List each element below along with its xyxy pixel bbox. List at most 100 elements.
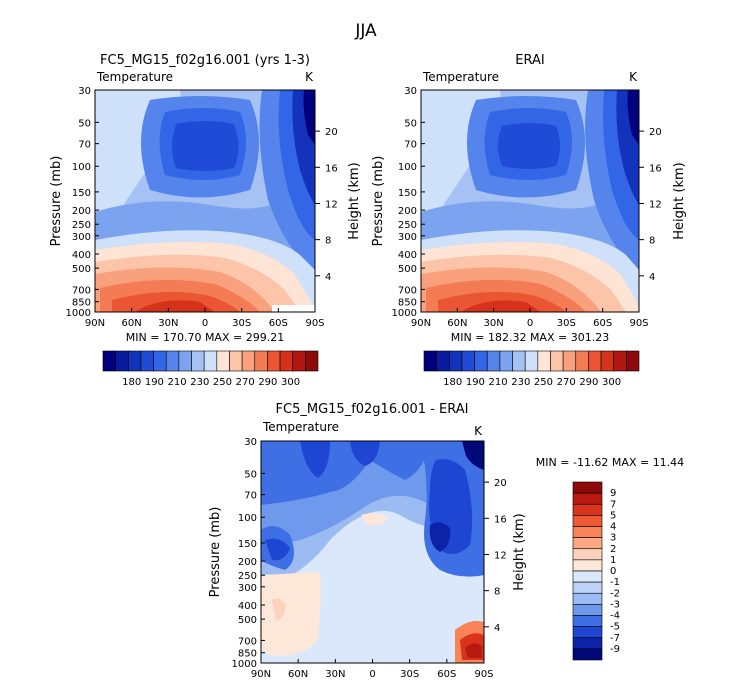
y-tick-label: 700 [398,285,417,296]
fill-level-minus5-np [265,538,290,561]
panel-variable-label: Temperature [262,420,339,434]
y2-tick-label: 8 [325,236,331,247]
colorbar-swatch [191,350,205,372]
y-tick-label: 700 [238,636,257,647]
y2-tick-label: 16 [325,163,338,174]
colorbar-swatch [600,350,615,372]
y2-tick-label: 20 [649,127,662,138]
colorbar-label: 5 [610,510,616,521]
y-tick-label: 250 [72,220,91,231]
colorbar-label: -7 [610,633,620,644]
colorbar-label: 9 [610,488,616,499]
colorbar-label: 190 [466,377,485,388]
y-tick-label: 200 [238,557,257,568]
y-tick-label: 1000 [66,308,91,319]
colorbar-label: 210 [168,377,187,388]
y-tick-label: 70 [244,491,257,502]
fill-level-dark-red [135,300,215,312]
min-max-label: MIN = 170.70 MAX = 299.21 [126,331,284,344]
y-tick-label: 50 [78,118,91,129]
y-tick-label: 100 [398,162,417,173]
colorbar-label: 270 [236,377,255,388]
panel-variable-label: Temperature [422,70,499,84]
colorbar-label: 230 [190,377,209,388]
y-tick-label: 50 [404,118,417,129]
y2-axis-label: Height (km) [512,513,527,590]
y-tick-label: 250 [398,220,417,231]
colorbar-swatch [153,350,167,372]
y-tick-label: 150 [72,188,91,199]
fill-level-minus7-sp [429,522,451,552]
colorbar-swatch [254,350,268,372]
x-tick-label: 90S [629,318,648,329]
y2-tick-label: 16 [649,163,662,174]
colorbar-swatch [572,570,603,583]
fill-level-dark-red [461,300,541,312]
panel-model: FC5_MG15_f02g16.001 (yrs 1-3) Temperatur… [49,53,362,388]
y-tick-label: 1000 [232,659,257,670]
colorbar-label: 3 [610,533,616,544]
y2-axis-label: Height (km) [347,162,362,239]
colorbar-swatch [572,626,603,639]
x-tick-label: 60N [288,669,308,680]
colorbar-swatch [127,350,142,372]
colorbar-swatch [572,592,603,605]
y2-tick-label: 20 [494,478,507,489]
y-tick-label: 700 [72,285,91,296]
colorbar-swatch [588,350,602,372]
x-tick-label: 60S [593,318,612,329]
colorbar-swatch [499,350,513,372]
colorbar-swatch [537,350,551,372]
x-tick-label: 60N [447,318,467,329]
colorbar-swatch [524,350,539,372]
panel-variable-label: Temperature [96,70,173,84]
colorbar-model: 180 190 210 230 250 270 290 300 [102,350,319,388]
x-tick-label: 0 [527,318,533,329]
colorbar-label: -9 [610,644,620,655]
y-tick-label: 30 [78,86,91,97]
y-tick-label: 1000 [392,308,417,319]
y2-tick-label: 4 [494,623,500,634]
y2-tick-label: 20 [325,127,338,138]
y-tick-label: 300 [398,232,417,243]
y2-tick-label: 8 [649,236,655,247]
x-tick-label: 60S [269,318,288,329]
colorbar-swatch [486,350,501,372]
y-tick-label: 850 [238,649,257,660]
colorbar-swatch [512,350,526,372]
y-tick-label: 200 [72,206,91,217]
colorbar-swatch [572,559,603,572]
colorbar-label: 180 [443,377,462,388]
colorbar-label: 7 [610,499,616,510]
colorbar-swatch [613,350,627,372]
min-max-label: MIN = 182.32 MAX = 301.23 [451,331,609,344]
colorbar-swatch [572,503,603,516]
colorbar-swatch [279,350,294,372]
colorbar-label: 1 [610,555,616,566]
colorbar-swatch [572,548,603,561]
colorbar-swatch [572,604,603,616]
y2-axis-label: Height (km) [672,162,687,239]
y2-tick-label: 12 [494,550,507,561]
colorbar-label: -4 [610,611,620,622]
colorbar-label: 210 [489,377,508,388]
colorbar-swatch [216,350,230,372]
colorbar-label: 290 [258,377,277,388]
y2-tick-label: 8 [494,587,500,598]
colorbar-swatch [626,350,640,372]
colorbar-swatch [448,350,463,372]
fill-level-plus1-np [272,598,286,620]
x-tick-label: 90N [85,318,105,329]
y-tick-label: 70 [78,140,91,151]
x-tick-label: 30S [557,318,576,329]
x-tick-label: 30N [484,318,504,329]
colorbar-label: 2 [610,544,616,555]
x-tick-label: 90N [411,318,431,329]
y-tick-label: 500 [72,264,91,275]
panel-title: FC5_MG15_f02g16.001 (yrs 1-3) [100,53,310,68]
x-tick-label: 30N [158,318,178,329]
x-tick-label: 0 [369,669,375,680]
colorbar-swatch [292,350,306,372]
x-tick-label: 0 [202,318,208,329]
y-tick-label: 400 [72,250,91,261]
